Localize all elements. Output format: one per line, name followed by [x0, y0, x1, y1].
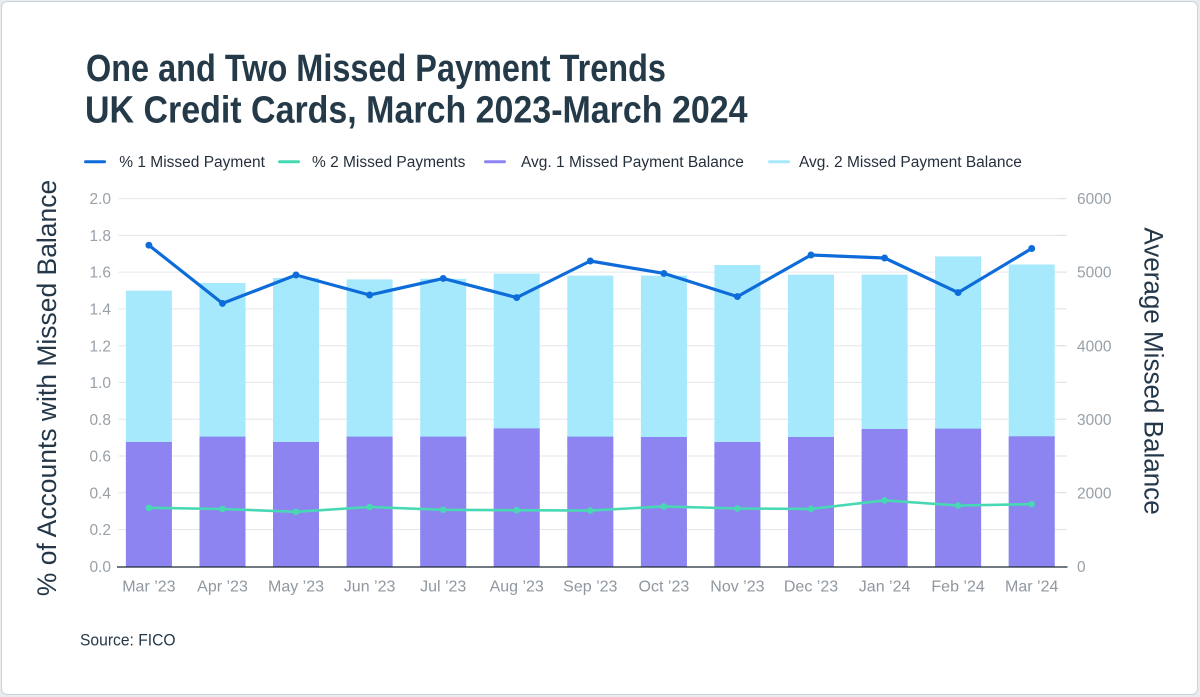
- svg-text:Nov ’23: Nov ’23: [710, 579, 764, 596]
- svg-text:Avg. 1 Missed Payment Balance: Avg. 1 Missed Payment Balance: [521, 154, 744, 171]
- svg-text:0: 0: [1077, 559, 1086, 576]
- svg-text:3000: 3000: [1077, 412, 1112, 429]
- svg-text:% 2 Missed Payments: % 2 Missed Payments: [312, 154, 466, 171]
- svg-text:1.6: 1.6: [89, 265, 111, 282]
- svg-text:Dec ’23: Dec ’23: [784, 579, 838, 596]
- svg-text:0.8: 0.8: [89, 412, 111, 429]
- svg-text:0.0: 0.0: [89, 559, 111, 576]
- svg-text:Mar ’24: Mar ’24: [1005, 579, 1058, 596]
- svg-text:Mar ’23: Mar ’23: [122, 579, 175, 596]
- svg-text:1.0: 1.0: [89, 375, 111, 392]
- svg-text:0.4: 0.4: [89, 485, 111, 502]
- svg-text:5000: 5000: [1077, 265, 1112, 282]
- svg-text:Jul ’23: Jul ’23: [420, 579, 466, 596]
- svg-text:Sep ’23: Sep ’23: [563, 579, 617, 596]
- svg-text:1.2: 1.2: [89, 338, 111, 355]
- svg-text:Jun ’23: Jun ’23: [344, 579, 396, 596]
- svg-text:UK Credit Cards, March 2023-Ma: UK Credit Cards, March 2023-March 2024: [85, 88, 748, 131]
- svg-text:Oct ’23: Oct ’23: [639, 579, 690, 596]
- svg-text:0.2: 0.2: [89, 522, 111, 539]
- svg-text:Jan ’24: Jan ’24: [859, 579, 911, 596]
- svg-text:Feb ’24: Feb ’24: [931, 579, 984, 596]
- svg-text:2000: 2000: [1077, 485, 1112, 502]
- svg-text:1.4: 1.4: [89, 302, 111, 319]
- svg-text:Aug ’23: Aug ’23: [490, 579, 544, 596]
- svg-text:Apr ’23: Apr ’23: [197, 579, 248, 596]
- svg-text:Average Missed Balance: Average Missed Balance: [1139, 227, 1170, 514]
- svg-text:Avg. 2 Missed Payment Balance: Avg. 2 Missed Payment Balance: [799, 154, 1022, 171]
- svg-text:6000: 6000: [1077, 191, 1112, 208]
- svg-text:2.0: 2.0: [89, 191, 111, 208]
- svg-text:May ’23: May ’23: [268, 579, 324, 596]
- svg-text:Source: FICO: Source: FICO: [80, 631, 176, 650]
- svg-text:1.8: 1.8: [89, 228, 111, 245]
- svg-text:One and Two Missed Payment Tre: One and Two Missed Payment Trends: [86, 48, 666, 90]
- svg-text:% 1 Missed Payment: % 1 Missed Payment: [119, 154, 265, 171]
- svg-text:4000: 4000: [1077, 338, 1112, 355]
- svg-text:% of Accounts with Missed Bala: % of Accounts with Missed Balance: [32, 180, 62, 596]
- svg-text:0.6: 0.6: [89, 449, 111, 466]
